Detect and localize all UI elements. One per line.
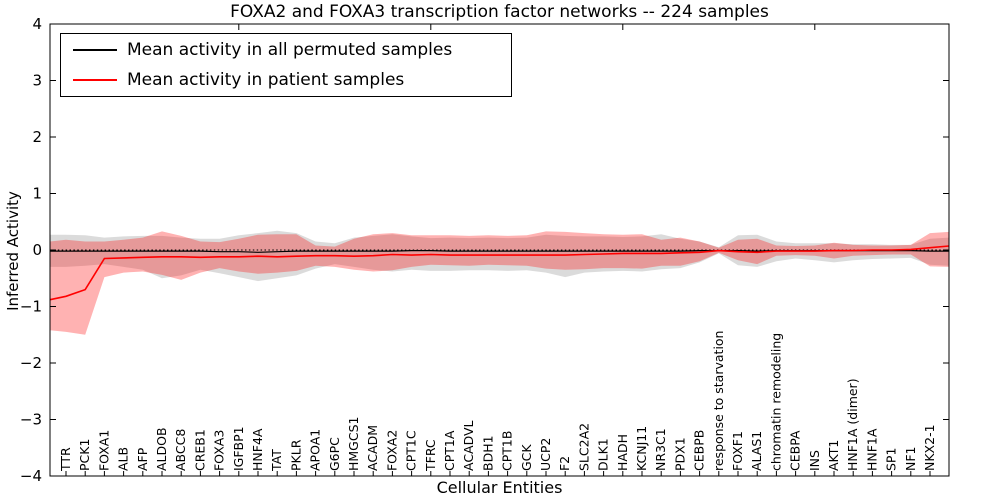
x-tick-label: CEBPA: [788, 430, 803, 471]
y-axis-label: Inferred Activity: [4, 191, 22, 311]
x-tick-label: HNF1A (dimer): [845, 378, 860, 471]
x-tick-label: ACADM: [365, 425, 380, 471]
x-tick-label: HADH: [615, 434, 630, 471]
y-tick-label: 3: [32, 72, 42, 90]
y-tick-label: 0: [32, 241, 42, 259]
x-tick-label: ABCC8: [173, 429, 188, 471]
x-tick-label: PDX1: [672, 437, 687, 471]
legend-label-permuted: Mean activity in all permuted samples: [127, 40, 453, 61]
permuted-line-sample: [73, 49, 117, 52]
x-tick-label: ACADVL: [461, 420, 476, 471]
x-tick-label: TAT: [269, 449, 284, 472]
x-tick-label: ALB: [116, 447, 131, 471]
x-tick-label: INS: [807, 450, 822, 471]
x-tick-label: HMGCS1: [346, 417, 361, 472]
x-tick-label: APOA1: [308, 429, 323, 471]
x-axis-label: Cellular Entities: [436, 478, 563, 497]
permuted-confidence-band: [50, 230, 949, 282]
x-tick-label: PKLR: [288, 439, 303, 471]
x-tick-label: AFP: [135, 447, 150, 471]
x-tick-label: IGFBP1: [231, 426, 246, 471]
y-axis: 4 3 2 1 0 −1 −2 −3 −4: [20, 15, 949, 485]
x-axis: TTR PCK1 FOXA1 ALB AFP ALDOB ABCC8 CREB1 FOXA3 IG…: [58, 331, 937, 476]
x-tick-label: CPT1B: [500, 431, 515, 471]
patient-confidence-band: [50, 231, 949, 335]
x-tick-label: SP1: [884, 448, 899, 471]
y-tick-label: 4: [32, 15, 42, 33]
x-tick-label: FOXF1: [730, 431, 745, 471]
x-tick-label: HNF1A: [864, 428, 879, 471]
x-tick-label: CPT1C: [404, 430, 419, 471]
x-tick-label: FOXA2: [384, 430, 399, 471]
legend-entry-permuted: Mean activity in all permuted samples: [61, 37, 511, 63]
patient-mean-line: [49, 245, 950, 301]
y-tick-label: 2: [32, 128, 42, 146]
x-tick-label: TFRC: [423, 439, 438, 472]
x-tick-label: AKT1: [826, 440, 841, 471]
x-tick-label: NKX2-1: [922, 424, 937, 471]
x-tick-label: BDH1: [480, 435, 495, 471]
x-tick-label: G6PC: [327, 437, 342, 471]
legend: Mean activity in all permuted samples Me…: [60, 33, 512, 97]
x-tick-label: FOXA1: [96, 430, 111, 471]
x-tick-label: NR3C1: [653, 428, 668, 471]
y-tick-label: −3: [20, 411, 42, 429]
y-tick-label: 1: [32, 185, 42, 203]
x-tick-label: PCK1: [77, 439, 92, 471]
x-tick-label: CREB1: [192, 429, 207, 471]
x-tick-label: ALAS1: [749, 431, 764, 471]
x-tick-label: F2: [557, 456, 572, 471]
x-tick-label: CEBPB: [692, 430, 707, 471]
x-tick-label: TTR: [58, 447, 73, 472]
chart-title: FOXA2 and FOXA3 transcription factor net…: [230, 2, 769, 22]
x-tick-label: DLK1: [596, 438, 611, 471]
y-tick-label: −1: [20, 298, 42, 316]
x-tick-label: UCP2: [538, 438, 553, 471]
x-tick-label: chromatin remodeling: [768, 333, 783, 471]
x-tick-label: FOXA3: [212, 430, 227, 471]
x-tick-label: ALDOB: [154, 427, 169, 471]
x-tick-label: HNF4A: [250, 428, 265, 471]
legend-label-patient: Mean activity in patient samples: [127, 69, 405, 90]
legend-entry-patient: Mean activity in patient samples: [61, 67, 511, 93]
x-tick-label: KCNJ11: [634, 426, 649, 471]
x-tick-label: CPT1A: [442, 430, 457, 471]
x-tick-label: GCK: [519, 444, 534, 471]
x-tick-label: NF1: [903, 447, 918, 472]
y-tick-label: −4: [20, 467, 42, 485]
x-tick-label: response to starvation: [711, 331, 726, 472]
y-tick-label: −2: [20, 354, 42, 372]
x-tick-label: SLC2A2: [576, 423, 591, 471]
patient-line-sample: [73, 78, 117, 81]
